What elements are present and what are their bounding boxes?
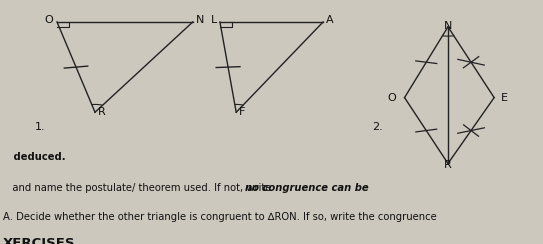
Text: F: F xyxy=(239,107,245,117)
Text: 1.: 1. xyxy=(35,122,46,132)
Text: A. Decide whether the other triangle is congruent to ∆RON. If so, write the cong: A. Decide whether the other triangle is … xyxy=(3,212,437,222)
Text: N: N xyxy=(444,21,452,31)
Text: O: O xyxy=(388,93,396,102)
Text: N: N xyxy=(195,15,204,25)
Text: R: R xyxy=(98,107,105,117)
Text: XERCISES: XERCISES xyxy=(3,237,75,244)
Text: no congruence can be: no congruence can be xyxy=(245,183,369,193)
Text: O: O xyxy=(44,15,53,25)
Text: L: L xyxy=(211,15,217,25)
Text: R: R xyxy=(444,160,452,170)
Text: 2.: 2. xyxy=(372,122,383,132)
Text: and name the postulate/ theorem used. If not, write: and name the postulate/ theorem used. If… xyxy=(3,183,274,193)
Text: deduced.: deduced. xyxy=(3,152,65,163)
Text: A: A xyxy=(326,15,333,25)
Text: E: E xyxy=(501,93,508,102)
